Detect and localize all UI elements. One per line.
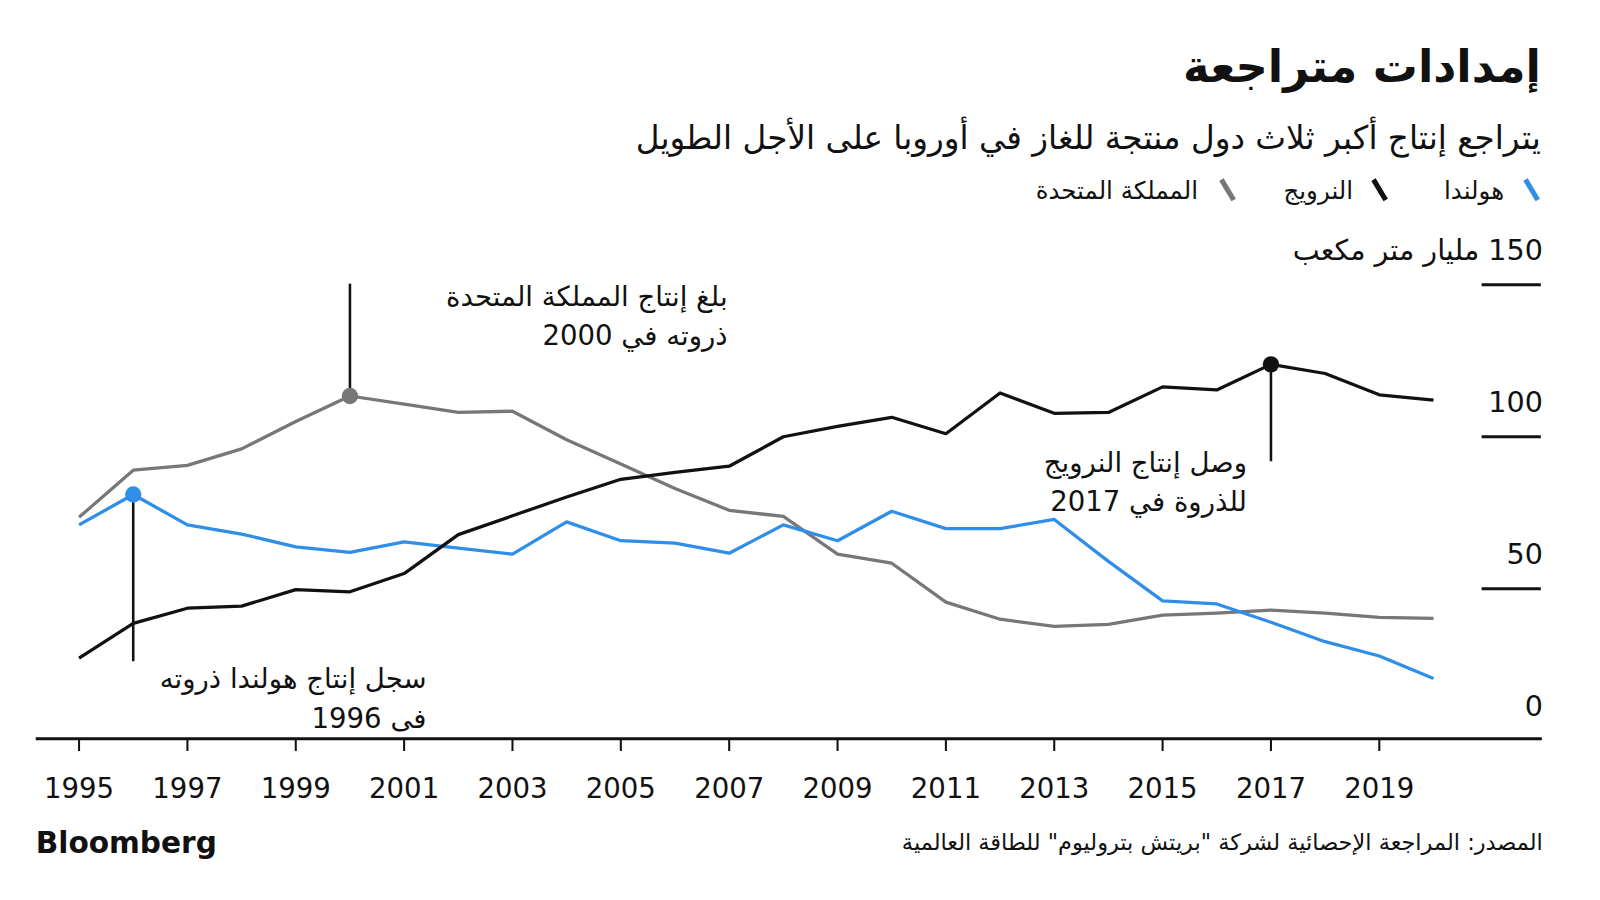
legend-label: النرويج	[1283, 176, 1353, 205]
annotation-text: ذروته في 2000	[542, 319, 727, 352]
x-tick-label: 2017	[1236, 772, 1306, 804]
annotation-leader	[1270, 364, 1273, 461]
y-tick-label: 150 مليار متر مكعب	[1293, 233, 1543, 267]
x-tick	[78, 739, 80, 751]
series-line	[79, 495, 1433, 679]
grid-line	[1482, 587, 1541, 590]
annotation-leader	[132, 495, 135, 662]
x-axis: 1995 1997 1999 2001 2003 2005 2007 2009 2011 2013…	[44, 739, 1414, 804]
x-tick-label: 2003	[477, 772, 547, 804]
annotation-text: بلغ إنتاج المملكة المتحدة	[446, 280, 727, 313]
source: المصدر: المراجعة الإحصائية لشركة "بريتش …	[902, 829, 1543, 856]
annotations: بلغ إنتاج المملكة المتحدة ذروته في 2000 وص…	[125, 280, 1279, 733]
x-tick	[1162, 739, 1164, 751]
x-tick	[295, 739, 297, 751]
peak-dot	[125, 486, 141, 502]
y-tick-label: 0	[1525, 689, 1543, 723]
x-tick-label: 1997	[152, 772, 222, 804]
plot-area	[79, 364, 1433, 678]
x-tick	[403, 739, 405, 751]
x-tick	[1270, 739, 1272, 751]
x-tick	[620, 739, 622, 751]
series-line	[79, 396, 1433, 626]
x-tick-label: 2005	[586, 772, 656, 804]
legend-swatch	[1373, 180, 1385, 200]
legend-swatch	[1221, 180, 1233, 200]
x-tick-label: 1999	[261, 772, 331, 804]
x-tick	[945, 739, 947, 751]
legend-label: هولندا	[1444, 176, 1504, 205]
x-tick	[837, 739, 839, 751]
peak-dot	[342, 388, 358, 404]
x-tick-label: 2009	[802, 772, 872, 804]
x-tick	[1378, 739, 1380, 751]
title: إمدادات متراجعة	[1183, 40, 1541, 93]
x-tick-label: 2019	[1344, 772, 1414, 804]
series-line	[79, 364, 1433, 658]
annotation-text: وصل إنتاج النرويج	[1044, 446, 1247, 479]
annotation-text: سجل إنتاج هولندا ذروته	[160, 662, 427, 695]
x-tick	[186, 739, 188, 751]
x-axis-line	[36, 737, 1542, 740]
legend-item: هولندا	[1444, 176, 1538, 205]
subtitle: يتراجع إنتاج أكبر ثلاث دول منتجة للغاز ف…	[636, 116, 1541, 158]
peak-dot	[1263, 356, 1279, 372]
legend-item: النرويج	[1283, 176, 1385, 205]
y-axis: 0 50 100 150 مليار متر مكعب	[1293, 233, 1543, 723]
grid-line	[1482, 435, 1541, 438]
x-tick	[1053, 739, 1055, 751]
x-tick-label: 2001	[369, 772, 439, 804]
x-tick-label: 1995	[44, 772, 114, 804]
x-tick	[728, 739, 730, 751]
grid-line	[1482, 283, 1541, 286]
y-tick-label: 50	[1506, 537, 1542, 571]
x-tick-label: 2013	[1019, 772, 1089, 804]
x-tick-label: 2007	[694, 772, 764, 804]
annotation-leader	[349, 284, 352, 396]
y-tick-label: 100	[1488, 385, 1543, 419]
chart: إمدادات متراجعة يتراجع إنتاج أكبر ثلاث دو…	[0, 0, 1600, 900]
annotation-text: فى 1996	[312, 702, 427, 734]
annotation-text: للذروة في 2017	[1050, 485, 1247, 518]
brand: Bloomberg	[36, 826, 217, 860]
legend-swatch	[1526, 180, 1538, 200]
x-tick-label: 2015	[1128, 772, 1198, 804]
x-tick-label: 2011	[911, 772, 981, 804]
x-tick	[511, 739, 513, 751]
legend-item: المملكة المتحدة	[1036, 176, 1234, 205]
legend-label: المملكة المتحدة	[1036, 176, 1198, 205]
